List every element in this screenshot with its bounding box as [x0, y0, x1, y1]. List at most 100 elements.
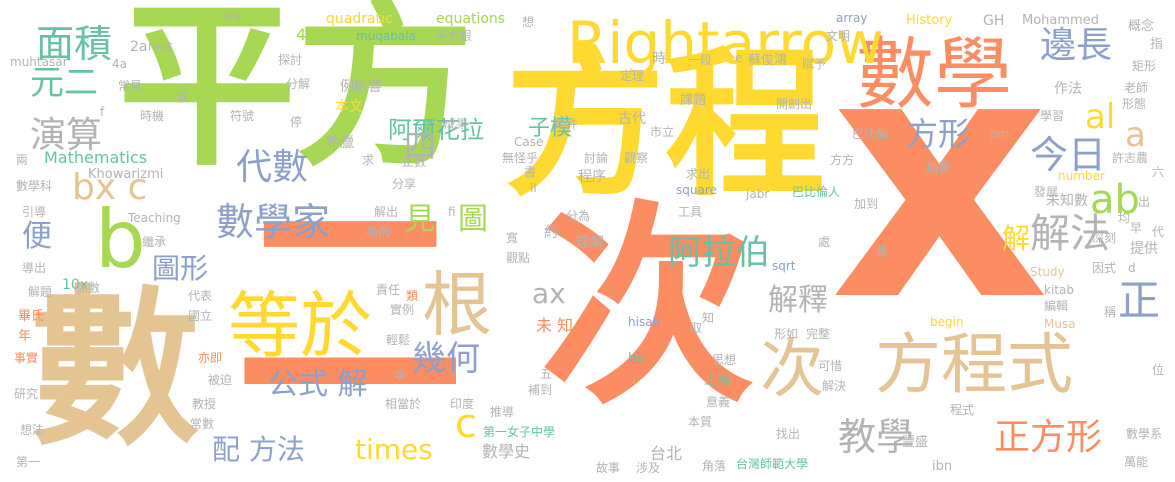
word-zheng-shu: 正數: [402, 155, 427, 169]
word-qing-song: 輕鬆: [386, 333, 411, 347]
word-l: l: [632, 373, 636, 387]
word-xiang-dang-yu: 相當於: [385, 397, 422, 411]
word-mathematics: Mathematics: [44, 148, 148, 167]
word-yi-yi: 意義: [706, 395, 731, 409]
word-ba-bi-lun: 巴比倫: [852, 127, 889, 141]
word-li-jie: 理解: [576, 235, 604, 251]
word-tiao-jian: 條件: [554, 117, 579, 131]
word-a: a: [1125, 115, 1146, 155]
word-gen: 根: [422, 264, 492, 346]
word-jie-ti: 解題: [28, 285, 53, 299]
word-a-alfahula: 阿爾花拉: [388, 116, 484, 144]
word-bei-po: 被迫: [208, 373, 233, 387]
word-zi-mo: 子模: [528, 116, 573, 141]
word-yuan-er: 元二: [30, 63, 98, 103]
word-tu: 圖: [458, 202, 488, 237]
word-deng-yu: 等於: [228, 284, 373, 368]
word-chu: 出: [1138, 195, 1151, 209]
word-gong-shi-jie: 公式 解: [268, 367, 368, 402]
word-shang-chang: 上場: [704, 373, 731, 388]
word-zuo-fa: 作法: [1054, 81, 1082, 97]
word-li-ying-hui: 例影響: [340, 79, 382, 95]
word-gu-dai: 古代: [618, 111, 646, 127]
word-shi-li-city: 市立: [650, 125, 675, 139]
word-yin-shi: 因式: [1092, 261, 1117, 275]
word-fang-xing: 方形: [906, 115, 971, 153]
word-ze-ren: 責任: [376, 283, 401, 297]
word-fang-cheng: 方程: [505, 31, 826, 218]
word-bu-dao: 補到: [528, 383, 553, 397]
word-bian-chang: 邊長: [1040, 25, 1113, 66]
word-wan-neng: 萬能: [1124, 455, 1149, 469]
word-root: root: [148, 39, 173, 53]
word-history: History: [906, 13, 953, 28]
word-f: f: [100, 105, 105, 119]
word-bian-ji: 編輯: [1044, 299, 1069, 313]
word-xu-zhi-nong: 許志農: [1112, 151, 1149, 165]
word-khowarizmi: Khowarizmi: [88, 167, 164, 182]
word-ben-wen: 本文: [335, 99, 363, 115]
word-bx: bx: [628, 351, 644, 366]
word-al: al: [1085, 97, 1116, 137]
word-dao-chu: 導出: [22, 261, 47, 275]
word-jian: 見: [405, 202, 435, 237]
word-a-la-bo: 阿拉伯: [668, 233, 770, 273]
word-muhtasar: muhtasar: [10, 55, 68, 69]
word-begin: begin: [930, 315, 964, 329]
word-wei-zhi-shu: 未知數: [1046, 193, 1088, 209]
word-si-xiang: 思想: [712, 353, 737, 367]
word-guan-dian: 觀點: [506, 251, 531, 265]
word-muqabala: muqabala: [356, 29, 416, 43]
word-10x: 10x: [62, 277, 89, 293]
word-qiu-chu: 求出: [686, 167, 711, 181]
word-tao-lun: 討論: [584, 151, 609, 165]
word-ab: ab: [1090, 177, 1140, 223]
word-4a: 4a: [112, 57, 127, 71]
word-jie-jue: 解決: [822, 379, 847, 393]
word-gh: GH: [983, 13, 1005, 29]
word-bi-shi: 畢氏: [18, 309, 45, 324]
word-case: Case: [514, 135, 544, 149]
word-zheng: 正: [1118, 276, 1161, 325]
word-pai: 派: [176, 91, 189, 105]
word-sqrt: sqrt: [772, 259, 796, 273]
word-tu-xing: 圖形: [152, 252, 209, 285]
word-qu: 取: [690, 321, 703, 335]
word-lao-shi: 老師: [1124, 81, 1149, 95]
word-yan-jiu: 研究: [14, 387, 39, 401]
word-xing-ru: 形如: [774, 327, 799, 341]
word-dai-biao: 代表: [188, 289, 213, 303]
word-bian: 便: [22, 219, 52, 254]
word-jabr: jabr: [746, 187, 770, 201]
word-yi-ji: 亦即: [198, 351, 223, 365]
word-shu-xue-shi: 數學史: [482, 442, 531, 461]
word-fang-fang: 方方: [830, 153, 855, 167]
word-jun: 均: [1118, 211, 1131, 225]
word-teaching: Teaching: [128, 211, 181, 225]
word-ben-zhi: 本質: [688, 415, 713, 429]
word-yin-dao: 引導: [22, 205, 47, 219]
word-jie-shi: 解釋: [768, 283, 828, 318]
word-shi-li: 實例: [390, 303, 415, 317]
word-chang-shu: 常數: [190, 417, 215, 431]
word-wu: 五: [540, 367, 553, 381]
word-di-yi: 第一: [16, 455, 41, 469]
word-bx-c: bx c: [72, 167, 148, 208]
word-su-jun-hong: 蘇俊鴻: [748, 53, 788, 68]
word-ti-gong: 提供: [1130, 241, 1158, 257]
word-jiao-shou: 教授: [192, 397, 217, 411]
word-zheng-fang-xing: 正方形: [994, 417, 1103, 458]
word-mohammed: Mohammed: [1022, 13, 1099, 28]
word-wan-zheng: 完整: [806, 327, 831, 341]
word-mian-ji: 面積: [36, 22, 113, 66]
word-xi-shu: 係數: [76, 281, 101, 295]
word-fu-yu: 賦予: [802, 57, 827, 71]
word-wu-guai-hu: 無怪乎: [502, 151, 539, 165]
word-wen-ming: 文明: [826, 29, 851, 43]
word-jiao-xue: 教學: [838, 415, 915, 459]
word-jie-fa: 解法: [1030, 211, 1110, 257]
word-ci: 次: [540, 182, 755, 433]
word-chang: 長: [876, 245, 889, 259]
word-4ac: 4ac: [296, 25, 325, 44]
